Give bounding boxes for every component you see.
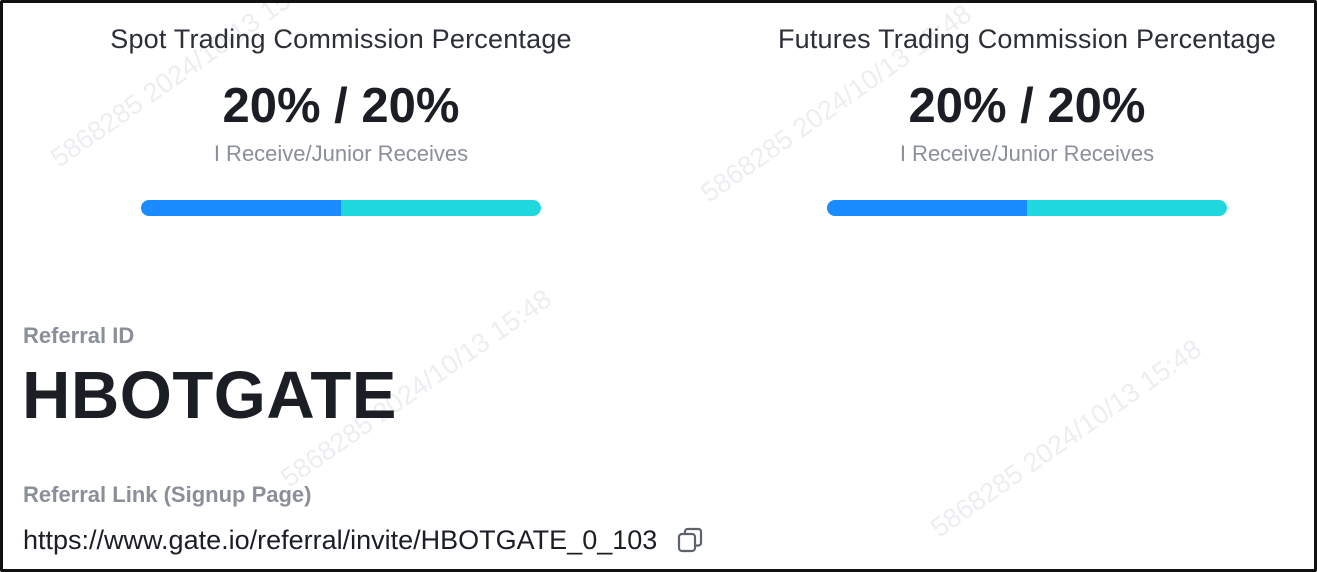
futures-commission-subtitle: I Receive/Junior Receives	[899, 141, 1155, 166]
spot-commission-subtitle: I Receive/Junior Receives	[213, 141, 469, 166]
referral-link-label: Referral Link (Signup Page)	[23, 482, 312, 507]
spot-commission-mine-fill	[141, 200, 341, 216]
spot-commission-card: Spot Trading Commission Percentage 20% /…	[61, 21, 621, 216]
referral-link-row: https://www.gate.io/referral/invite/HBOT…	[23, 522, 705, 558]
futures-commission-title: Futures Trading Commission Percentage	[777, 24, 1277, 54]
spot-commission-split-bar	[141, 200, 541, 216]
futures-commission-split-bar	[827, 200, 1227, 216]
referral-link-value: https://www.gate.io/referral/invite/HBOT…	[23, 525, 658, 555]
futures-commission-value: 20% / 20%	[908, 79, 1146, 133]
spot-commission-title: Spot Trading Commission Percentage	[110, 24, 572, 54]
futures-commission-card: Futures Trading Commission Percentage 20…	[747, 21, 1307, 216]
spot-commission-value: 20% / 20%	[222, 79, 460, 133]
referral-id-value: HBOTGATE	[22, 358, 397, 433]
futures-commission-mine-fill	[827, 200, 1027, 216]
watermark-text: 5868285 2024/10/13 15:48	[925, 333, 1207, 544]
copy-icon[interactable]	[675, 525, 705, 555]
referral-id-label: Referral ID	[23, 323, 135, 348]
